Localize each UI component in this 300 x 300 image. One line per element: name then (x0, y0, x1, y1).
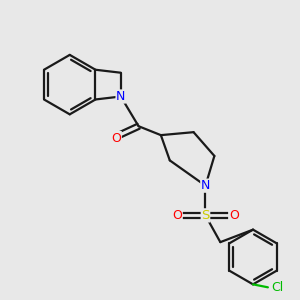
Text: N: N (201, 179, 210, 192)
Text: O: O (172, 209, 182, 222)
Text: S: S (201, 209, 210, 222)
Text: Cl: Cl (271, 281, 283, 294)
Text: O: O (229, 209, 238, 222)
Text: O: O (111, 132, 121, 145)
Text: N: N (116, 90, 125, 103)
